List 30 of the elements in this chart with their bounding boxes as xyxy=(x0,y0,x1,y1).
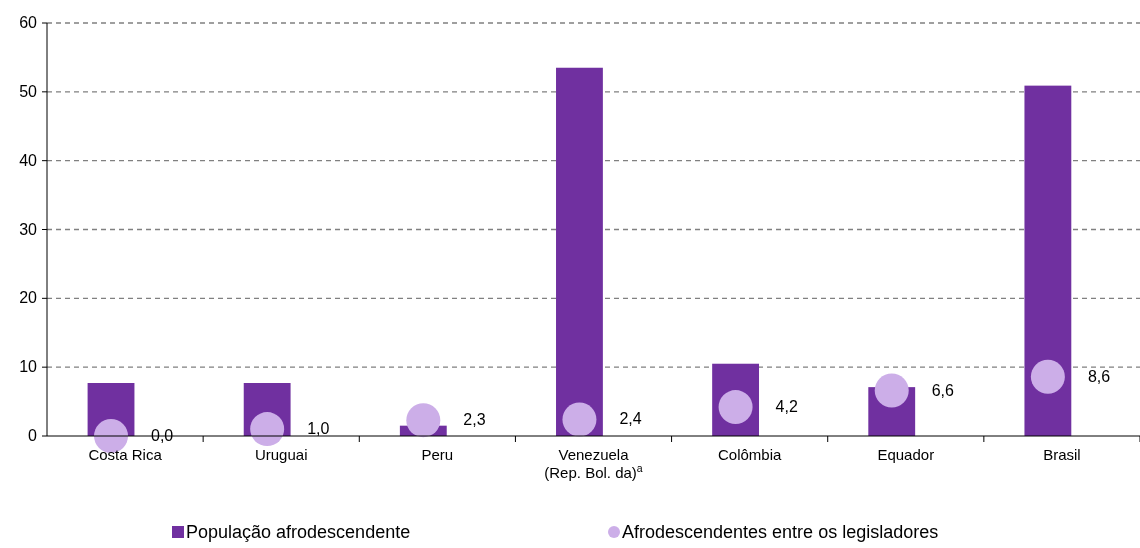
y-tick-label: 40 xyxy=(19,151,38,169)
data-label: 1,0 xyxy=(307,420,330,438)
bar xyxy=(556,67,603,436)
point xyxy=(874,373,909,408)
y-tick-label: 10 xyxy=(19,358,38,376)
y-tick-label: 0 xyxy=(28,427,38,444)
x-tick-label: Venezuela (Rep. Bol. da)$^{a}$ xyxy=(544,446,643,481)
data-label: 2,4 xyxy=(619,410,642,428)
x-tick-label: Brasil xyxy=(1043,446,1081,463)
point xyxy=(562,402,597,437)
x-tick-label: Equador xyxy=(877,446,935,463)
x-tick-label: Uruguai xyxy=(254,446,308,463)
x-tick-label: Peru xyxy=(421,446,454,463)
point xyxy=(250,412,285,447)
point xyxy=(1030,359,1065,394)
bar xyxy=(1024,85,1072,436)
point xyxy=(406,403,441,438)
data-label: 8,6 xyxy=(1087,367,1111,385)
data-label: 0,0 xyxy=(151,427,174,444)
data-label: 2,3 xyxy=(463,411,486,429)
data-label: 4,2 xyxy=(775,398,798,416)
legend-label: Afrodescendentes entre os legisladores xyxy=(622,522,939,542)
y-tick-label: 30 xyxy=(19,220,38,238)
y-tick-label: 60 xyxy=(19,14,38,31)
y-tick-label: 50 xyxy=(19,82,38,100)
y-tick-label: 20 xyxy=(19,289,38,307)
x-tick-label: Costa Rica xyxy=(88,446,163,463)
x-tick-label: Colômbia xyxy=(717,446,782,463)
data-label: 6,6 xyxy=(931,381,955,399)
legend-label: População afrodescendente xyxy=(186,522,411,542)
